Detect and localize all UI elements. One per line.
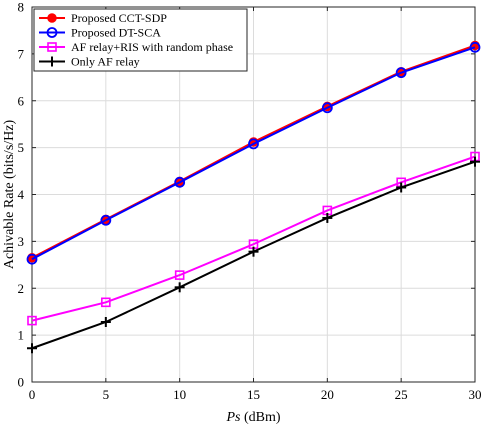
series-1	[26, 41, 481, 265]
legend-item: Proposed DT-SCA	[39, 26, 161, 40]
data-point	[26, 253, 38, 265]
legend-item: AF relay+RIS with random phase	[39, 40, 233, 54]
axis-ticks: 0 5 10 15 20 25 30 0 1 2 3 4 5 6 7 8	[18, 0, 482, 402]
y-tick-label: 4	[18, 187, 25, 202]
data-point	[470, 156, 480, 167]
data-point	[100, 317, 111, 327]
legend-marker	[47, 56, 57, 67]
x-tick-label: 0	[29, 387, 36, 402]
y-tick-label: 6	[18, 93, 25, 108]
legend-label: Only AF relay	[71, 55, 140, 69]
data-point	[174, 176, 186, 188]
data-point	[469, 41, 481, 53]
series-3	[27, 156, 480, 354]
legend-marker	[47, 13, 57, 23]
data-point	[100, 214, 112, 226]
y-tick-label: 0	[18, 375, 25, 390]
data-point	[322, 212, 333, 223]
data-point	[248, 138, 259, 150]
legend-item: Only AF relay	[39, 55, 140, 69]
legend-label: AF relay+RIS with random phase	[71, 40, 233, 54]
data-point	[395, 67, 407, 79]
legend-box	[33, 8, 248, 72]
legend-label: Proposed DT-SCA	[71, 26, 161, 40]
data-point	[174, 282, 185, 293]
x-axis-unit: (dBm)	[240, 410, 280, 425]
legend-marker	[46, 27, 58, 38]
legend-item: Proposed CCT-SDP	[39, 11, 167, 25]
y-tick-label: 5	[18, 140, 25, 155]
data-point	[321, 102, 333, 114]
y-axis-title: Achivable Rate (bits/s/Hz)	[2, 120, 17, 270]
data-point	[27, 315, 37, 326]
series-line	[31, 155, 476, 322]
legend-marker	[47, 42, 57, 52]
x-axis-title: Ps (dBm)	[225, 410, 280, 425]
y-tick-label: 8	[18, 0, 25, 15]
y-tick-label: 1	[18, 328, 25, 343]
data-point	[174, 270, 185, 280]
y-tick-label: 7	[18, 46, 25, 61]
x-tick-label: 20	[321, 387, 334, 402]
x-tick-label: 25	[395, 387, 408, 402]
data-point	[101, 297, 111, 308]
data-series	[26, 40, 481, 354]
y-tick-label: 3	[18, 234, 25, 249]
series-2	[27, 151, 480, 326]
y-tick-label: 2	[18, 281, 25, 296]
x-tick-label: 10	[173, 387, 186, 402]
x-tick-label: 5	[103, 387, 110, 402]
data-point	[248, 246, 259, 257]
series-line	[31, 46, 476, 261]
legend-label: Proposed CCT-SDP	[71, 11, 167, 25]
x-tick-label: 15	[247, 387, 260, 402]
data-point	[27, 343, 37, 354]
data-point	[396, 182, 407, 193]
x-tick-label: 30	[469, 387, 482, 402]
x-axis-symbol: Ps	[225, 410, 241, 425]
